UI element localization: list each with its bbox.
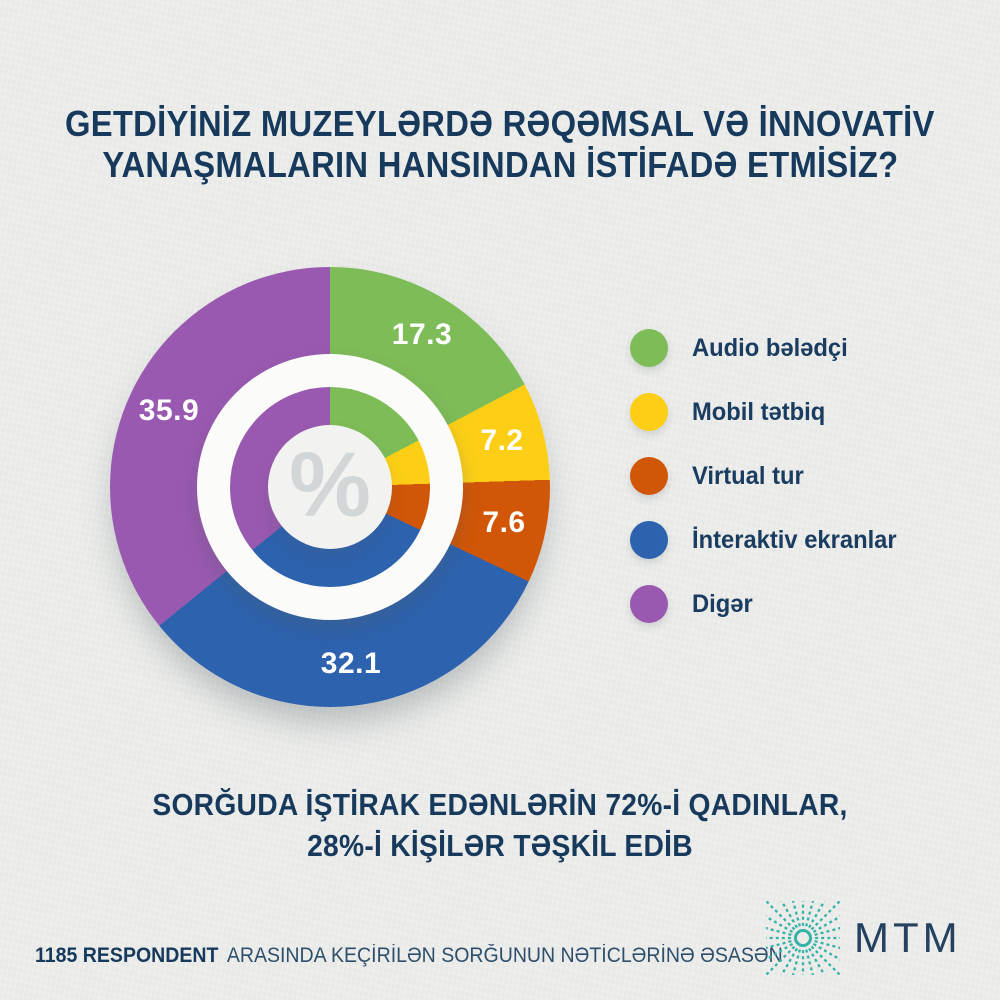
legend-label: Digər [692,589,753,618]
title-line-1: GETDİYİNİZ MUZEYLƏRDƏ RƏQƏMSAL VƏ İNNOVA… [65,103,935,144]
logo-rays [766,901,840,975]
brand-name: MTM [854,914,962,961]
segment-value-label-1: 7.2 [480,424,524,457]
donut-center: % [268,425,392,549]
legend-item-0: Audio bələdçi [630,329,907,367]
legend-color-dot [630,457,668,495]
brand-block: MTM [766,901,962,975]
mtm-logo-icon [766,901,840,975]
legend-item-1: Mobil tətbiq [630,393,907,431]
percent-symbol-icon: % [289,434,371,536]
segment-value-label-4: 35.9 [138,394,200,427]
legend-color-dot [630,585,668,623]
legend-item-3: İnteraktiv ekranlar [630,521,907,559]
subtitle-line-1: SORĞUDA İŞTİRAK EDƏNLƏRİN 72%-İ QADINLAR… [152,787,848,822]
survey-demographics-text: SORĞUDA İŞTİRAK EDƏNLƏRİN 72%-İ QADINLAR… [0,784,1000,866]
donut-chart: 17.3 7.2 7.6 32.1 35.9 [110,267,550,707]
chart-legend: Audio bələdçi Mobil tətbiq Virtual tur İnte… [630,329,907,649]
segment-value-label-2: 7.6 [482,506,526,539]
source-note-text: ARASINDA KEÇİRİLƏN SORĞUNUN NƏTİCLƏRİNƏ … [226,944,783,967]
source-note: 1185 RESPONDENT ARASINDA KEÇİRİLƏN SORĞUN… [35,944,839,968]
chart-area: 17.3 7.2 7.6 32.1 35.9 % [110,267,550,707]
legend-color-dot [630,329,668,367]
page-title: GETDİYİNİZ MUZEYLƏRDƏ RƏQƏMSAL VƏ İNNOVA… [0,103,1000,185]
legend-label: Mobil tətbiq [692,397,826,426]
legend-item-4: Digər [630,585,907,623]
legend-item-2: Virtual tur [630,457,907,495]
segment-value-label-3: 32.1 [320,647,382,680]
legend-color-dot [630,521,668,559]
respondent-count: 1185 RESPONDENT [35,944,219,967]
title-line-2: YANAŞMALARIN HANSINDAN İSTİFADƏ ETMİSİZ? [101,144,899,185]
segment-value-label-0: 17.3 [391,318,453,351]
subtitle-line-2: 28%-İ KİŞİLƏR TƏŞKİL EDİB [307,828,693,863]
legend-label: Audio bələdçi [692,333,848,362]
legend-label: Virtual tur [692,461,804,490]
legend-label: İnteraktiv ekranlar [692,525,897,554]
legend-color-dot [630,393,668,431]
